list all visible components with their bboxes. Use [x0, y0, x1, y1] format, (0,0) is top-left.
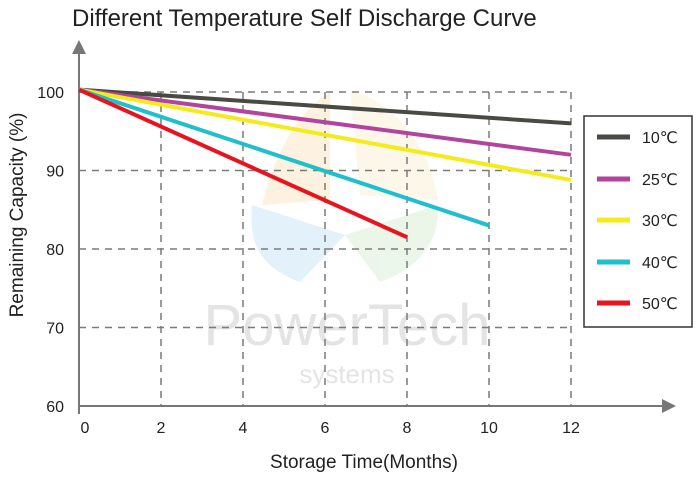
legend-label-10C: 10℃ — [642, 130, 678, 147]
watermark-logo: PowerTech systems — [204, 90, 491, 389]
x-tick-label: 6 — [321, 420, 330, 437]
chart-title: Different Temperature Self Discharge Cur… — [72, 5, 537, 32]
series-line-30C — [78, 87, 572, 182]
series-group — [78, 87, 572, 240]
y-axis-arrow — [72, 40, 86, 54]
y-axis-label: Remaining Capacity (%) — [7, 113, 28, 318]
y-tick-label: 90 — [46, 164, 64, 181]
y-ticks: 60 70 80 90 100 — [37, 85, 64, 416]
watermark-petal-green — [345, 205, 439, 282]
grid — [79, 91, 572, 406]
series-line-50C — [78, 87, 408, 240]
legend-label-30C: 30℃ — [642, 213, 678, 230]
y-tick-label: 80 — [46, 242, 64, 259]
x-tick-label: 8 — [403, 420, 412, 437]
legend-label-25C: 25℃ — [642, 172, 678, 189]
series-line-40C — [78, 87, 490, 228]
series-line-10C — [78, 87, 572, 126]
y-tick-label: 70 — [46, 321, 64, 338]
x-axis-label: Storage Time(Months) — [270, 452, 458, 473]
watermark-sub: systems — [299, 359, 394, 389]
x-tick-label: 10 — [480, 420, 498, 437]
y-tick-label: 60 — [46, 399, 64, 416]
watermark-petal-yellow — [350, 90, 438, 200]
legend: 10℃ 25℃ 30℃ 40℃ 50℃ — [583, 115, 693, 328]
x-tick-label: 0 — [81, 420, 90, 437]
x-tick-label: 4 — [239, 420, 248, 437]
legend-label-40C: 40℃ — [642, 255, 678, 272]
legend-label-50C: 50℃ — [642, 296, 678, 313]
watermark-petal-blue — [251, 205, 345, 282]
x-tick-label: 2 — [157, 420, 166, 437]
y-tick-label: 100 — [37, 85, 64, 102]
x-tick-label: 12 — [562, 420, 580, 437]
x-axis-arrow — [662, 399, 676, 413]
watermark-brand: PowerTech — [204, 293, 491, 358]
series-line-25C — [78, 87, 572, 157]
axes — [72, 40, 676, 414]
x-ticks: 0 2 4 6 8 10 12 — [81, 420, 580, 437]
